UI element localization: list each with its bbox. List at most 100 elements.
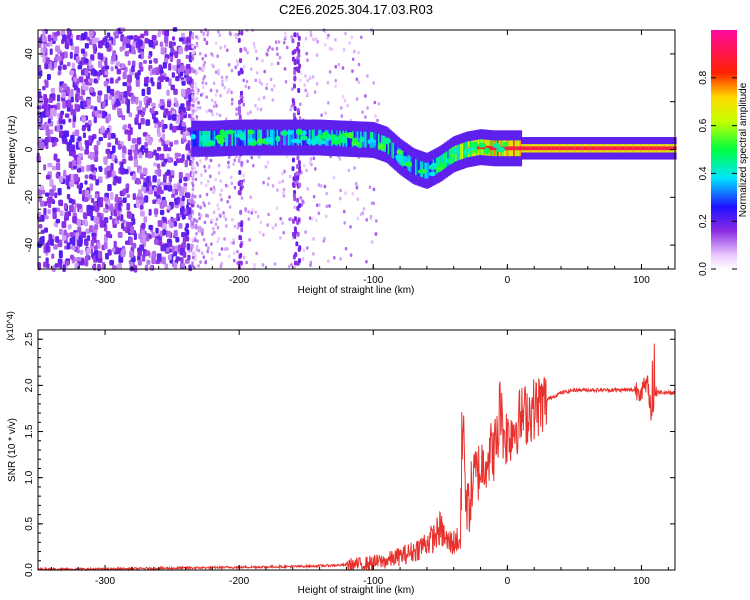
noise-speck xyxy=(63,202,68,210)
noise-speck xyxy=(202,85,205,90)
noise-speck xyxy=(51,165,56,171)
ridge-peak xyxy=(667,146,671,151)
noise-speck xyxy=(343,98,347,103)
noise-speck xyxy=(112,180,117,186)
y-tick-label: 2.0 xyxy=(24,378,35,392)
noise-speck xyxy=(56,94,61,102)
ridge-peak xyxy=(484,145,487,150)
ridge-blob xyxy=(205,141,215,147)
y-tick-label: 20 xyxy=(24,96,35,108)
noise-speck xyxy=(69,204,74,213)
ridge-peak xyxy=(579,146,582,151)
noise-speck xyxy=(170,84,175,91)
noise-speck xyxy=(316,40,319,44)
noise-speck xyxy=(315,53,319,57)
noise-speck xyxy=(191,56,194,61)
noise-speck xyxy=(185,204,190,211)
colorbar-label: Normalized spectral amplitude xyxy=(738,82,749,217)
noise-speck xyxy=(324,30,327,34)
noise-speck xyxy=(323,236,326,241)
ridge-peak xyxy=(582,146,585,151)
noise-speck xyxy=(58,85,63,93)
spectrogram-ridge xyxy=(190,119,677,189)
noise-speck xyxy=(263,69,266,74)
noise-speck xyxy=(342,209,346,214)
noise-speck xyxy=(256,214,260,219)
ridge-peak xyxy=(543,146,547,151)
noise-speck xyxy=(207,201,211,206)
noise-speck xyxy=(122,197,127,203)
noise-speck xyxy=(86,235,91,242)
noise-speck xyxy=(216,226,220,230)
ridge-peak xyxy=(509,146,513,151)
noise-speck xyxy=(110,191,114,200)
noise-speck xyxy=(139,244,144,252)
noise-speck xyxy=(102,100,106,109)
ridge-core xyxy=(281,129,284,146)
ridge-blob xyxy=(493,142,501,149)
noise-speck xyxy=(129,35,134,40)
noise-speck xyxy=(52,109,57,117)
noise-speck xyxy=(82,132,86,139)
noise-speck xyxy=(296,108,300,114)
snr-series-line xyxy=(37,343,676,572)
ridge-core xyxy=(461,143,465,160)
noise-speck xyxy=(108,203,114,212)
noise-speck xyxy=(290,104,293,109)
noise-speck xyxy=(70,109,76,116)
noise-speck xyxy=(337,62,341,67)
noise-speck xyxy=(168,63,172,71)
noise-speck xyxy=(163,124,168,129)
noise-speck xyxy=(67,99,72,108)
noise-speck xyxy=(185,63,191,69)
noise-speck xyxy=(223,44,227,49)
noise-speck xyxy=(167,185,173,192)
noise-speck xyxy=(210,218,214,222)
ridge-peak xyxy=(630,146,634,151)
noise-speck xyxy=(354,182,358,186)
noise-speck xyxy=(98,109,102,115)
noise-speck xyxy=(353,49,356,54)
noise-speck xyxy=(83,197,89,203)
noise-speck xyxy=(236,249,239,254)
noise-speck xyxy=(47,209,51,215)
ridge-core xyxy=(366,131,370,148)
noise-speck xyxy=(357,62,361,67)
noise-speck xyxy=(160,105,165,110)
noise-speck xyxy=(137,259,142,266)
noise-speck xyxy=(74,262,79,269)
noise-speck xyxy=(67,224,72,230)
noise-speck xyxy=(175,158,181,163)
noise-speck xyxy=(239,67,243,73)
noise-speck xyxy=(223,214,226,219)
noise-speck xyxy=(304,88,307,93)
x-tick-label: -100 xyxy=(363,576,383,587)
noise-speck xyxy=(200,227,203,232)
noise-speck xyxy=(341,66,345,70)
ridge-peak xyxy=(540,146,544,151)
noise-speck xyxy=(295,175,299,181)
noise-speck xyxy=(111,153,116,162)
ridge-core xyxy=(385,137,389,153)
noise-speck xyxy=(139,66,144,72)
ridge-blob xyxy=(287,130,294,135)
noise-speck xyxy=(238,235,242,241)
noise-speck xyxy=(84,69,89,77)
noise-speck xyxy=(125,97,129,105)
noise-speck xyxy=(228,205,232,209)
noise-speck xyxy=(165,76,169,82)
noise-speck xyxy=(210,63,214,67)
noise-speck xyxy=(265,82,269,87)
noise-speck xyxy=(112,218,116,225)
ridge-core xyxy=(347,130,350,147)
noise-speck xyxy=(290,35,293,39)
noise-speck xyxy=(207,246,210,251)
ridge-peak xyxy=(598,146,601,151)
noise-speck xyxy=(40,229,45,234)
noise-speck xyxy=(191,193,194,198)
noise-speck xyxy=(332,175,336,180)
noise-speck xyxy=(86,98,91,106)
ridge-core xyxy=(348,131,352,147)
noise-speck xyxy=(297,87,301,93)
noise-speck xyxy=(355,97,359,101)
